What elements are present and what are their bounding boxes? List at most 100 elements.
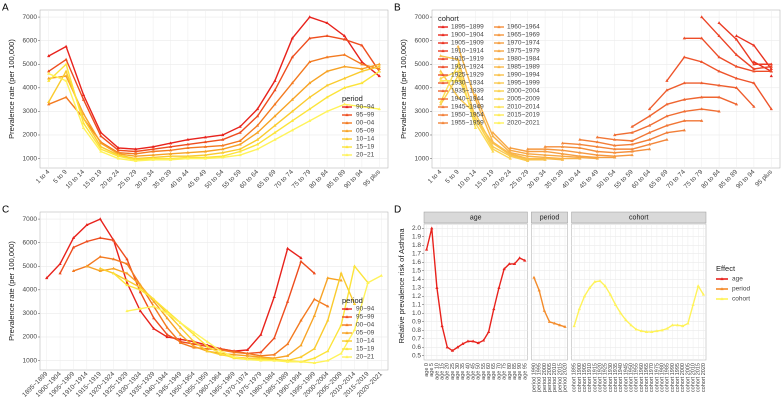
point bbox=[285, 354, 290, 357]
point bbox=[769, 69, 773, 73]
point bbox=[152, 299, 156, 303]
point bbox=[560, 152, 565, 155]
point bbox=[461, 342, 465, 345]
point bbox=[701, 292, 706, 296]
point bbox=[325, 69, 329, 73]
legend-label: 1935~1939 bbox=[451, 88, 484, 95]
line bbox=[753, 61, 772, 72]
point bbox=[439, 71, 443, 75]
point bbox=[152, 304, 156, 308]
point bbox=[665, 137, 669, 141]
legend-title: period bbox=[342, 94, 363, 103]
x-tick-label: age 10 bbox=[434, 363, 440, 380]
point bbox=[682, 55, 686, 59]
point bbox=[613, 147, 617, 151]
point bbox=[439, 102, 443, 106]
point bbox=[71, 236, 76, 240]
point bbox=[681, 324, 685, 328]
point bbox=[339, 351, 343, 355]
x-tick-label: 95 plus bbox=[362, 168, 382, 188]
point bbox=[481, 338, 486, 342]
point bbox=[543, 153, 547, 157]
point bbox=[192, 342, 196, 346]
point bbox=[578, 137, 582, 141]
x-tick-label: cohort 1955 bbox=[634, 363, 640, 392]
point bbox=[700, 95, 704, 99]
y-axis-title: Prevalence rate (per 100,000) bbox=[399, 39, 408, 139]
legend-marker bbox=[345, 307, 349, 311]
point bbox=[151, 149, 155, 153]
point bbox=[99, 149, 103, 153]
point bbox=[456, 74, 460, 78]
x-tick-label: age 15 bbox=[440, 363, 446, 380]
point bbox=[377, 62, 381, 66]
x-tick-label: cohort 1920 bbox=[597, 363, 603, 392]
point bbox=[238, 147, 242, 151]
legend-marker bbox=[441, 73, 445, 77]
point bbox=[508, 156, 512, 160]
line bbox=[718, 22, 772, 65]
point bbox=[630, 147, 634, 151]
legend-label: 20~21 bbox=[356, 152, 375, 159]
point bbox=[203, 153, 207, 157]
point bbox=[572, 324, 576, 328]
point bbox=[456, 69, 460, 73]
point bbox=[379, 273, 383, 277]
point bbox=[342, 53, 347, 56]
y-tick-label: 1.4 bbox=[412, 276, 421, 283]
point bbox=[473, 97, 478, 101]
panel-letter: B bbox=[394, 3, 401, 14]
point bbox=[312, 346, 317, 350]
legend-label: 1985~1989 bbox=[507, 64, 540, 71]
point bbox=[178, 332, 183, 336]
y-tick-label: 1.0 bbox=[412, 310, 421, 317]
legend-label: 00~04 bbox=[356, 322, 375, 329]
point bbox=[630, 142, 634, 146]
point bbox=[64, 74, 68, 78]
y-axis-title: Prevalence rate (per 100,000) bbox=[7, 241, 16, 341]
point bbox=[578, 146, 582, 150]
legend-title: Effect bbox=[716, 264, 736, 273]
x-tick-label: age 45 bbox=[471, 363, 477, 380]
point bbox=[360, 81, 364, 85]
point bbox=[563, 325, 567, 328]
y-tick-label: 1000 bbox=[415, 155, 430, 162]
point bbox=[308, 95, 312, 99]
point bbox=[326, 318, 330, 322]
x-tick-label: age 95 bbox=[522, 363, 528, 380]
y-tick-label: 1000 bbox=[23, 155, 38, 162]
x-tick-label: cohort 1925 bbox=[603, 363, 609, 392]
x-tick-label: period 2005 bbox=[547, 363, 553, 392]
point bbox=[245, 351, 250, 355]
point bbox=[325, 83, 329, 87]
point bbox=[598, 279, 602, 283]
y-tick-label: 1000 bbox=[23, 357, 38, 364]
point bbox=[700, 119, 704, 122]
point bbox=[205, 349, 209, 353]
legend-marker bbox=[441, 49, 445, 53]
facet-strip bbox=[571, 211, 707, 224]
point bbox=[360, 43, 364, 47]
point bbox=[558, 323, 562, 327]
point bbox=[259, 350, 263, 354]
x-tick-label: cohort 1910 bbox=[587, 363, 593, 392]
point bbox=[64, 78, 68, 82]
point bbox=[255, 137, 260, 141]
legend-title: cohort bbox=[438, 14, 460, 23]
point bbox=[238, 130, 242, 134]
point bbox=[593, 280, 597, 283]
legend-marker bbox=[345, 323, 349, 327]
point bbox=[543, 149, 547, 153]
point bbox=[290, 119, 294, 122]
point bbox=[273, 78, 277, 82]
point bbox=[168, 152, 173, 155]
point bbox=[456, 44, 460, 48]
point bbox=[186, 156, 190, 160]
point bbox=[532, 275, 536, 279]
y-tick-label: 7000 bbox=[23, 14, 38, 21]
y-tick-label: 7000 bbox=[415, 14, 430, 21]
point bbox=[523, 258, 527, 262]
point bbox=[81, 93, 86, 96]
y-tick-label: 2.0 bbox=[412, 225, 421, 232]
point bbox=[221, 150, 225, 154]
